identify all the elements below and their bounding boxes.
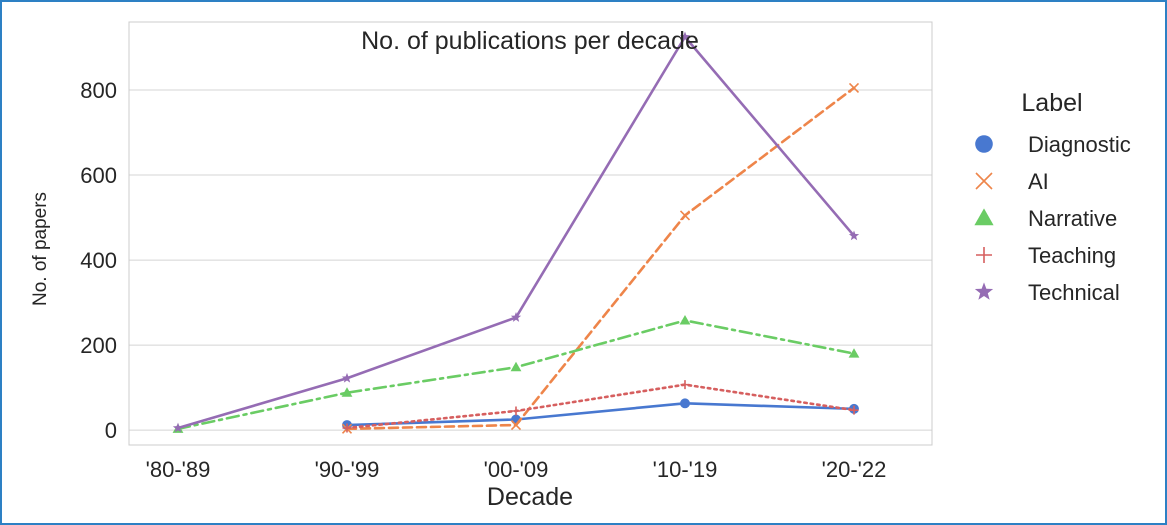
data-point — [848, 348, 860, 358]
legend-marker — [974, 208, 994, 226]
series-line — [345, 402, 856, 427]
data-point — [341, 387, 353, 397]
data-point — [510, 312, 522, 322]
legend-marker — [976, 247, 992, 263]
y-axis-label: No. of papers — [30, 192, 51, 306]
data-point — [679, 210, 691, 221]
legend-entry: AI — [1028, 169, 1049, 194]
y-tick-label: 0 — [105, 418, 117, 443]
data-point — [848, 230, 860, 241]
y-tick-label: 400 — [80, 248, 117, 273]
plot-area — [128, 21, 933, 446]
data-point — [848, 82, 860, 93]
x-tick-label: '10-'19 — [653, 457, 718, 482]
series-layer — [172, 31, 860, 434]
series-line — [345, 86, 856, 431]
y-tick-label: 200 — [80, 333, 117, 358]
legend-entry: Narrative — [1028, 206, 1117, 231]
legend-marker — [975, 135, 993, 153]
x-axis-label: Decade — [487, 483, 573, 511]
data-point — [511, 406, 521, 416]
legend-marker — [975, 172, 993, 190]
grid — [129, 89, 932, 431]
series-teaching — [342, 380, 859, 433]
data-point — [342, 423, 352, 433]
data-point — [510, 361, 522, 372]
data-point — [680, 380, 690, 390]
data-point — [679, 315, 691, 325]
x-tick-label: '00-'09 — [484, 457, 549, 482]
data-point — [172, 422, 184, 433]
data-point — [849, 405, 859, 415]
y-tick-label: 800 — [80, 78, 117, 103]
x-tick-labels: '80-'89 '90-'99 '00-'09 '10-'19 '20-'22 — [146, 457, 887, 482]
data-point — [510, 419, 522, 431]
chart-title: No. of publications per decade — [361, 27, 699, 55]
series-line — [345, 383, 856, 430]
x-tick-label: '20-'22 — [822, 457, 887, 482]
series-technical — [172, 31, 860, 433]
data-point — [680, 398, 690, 409]
x-tick-label: '80-'89 — [146, 457, 211, 482]
y-tick-labels: 0 200 400 600 800 — [80, 78, 117, 443]
legend-entry: Technical — [1028, 280, 1120, 305]
series-diagnostic — [342, 398, 859, 430]
x-tick-label: '90-'99 — [315, 457, 380, 482]
y-tick-label: 600 — [80, 163, 117, 188]
legend: Label Diagnostic AI Narrative Teaching Techn… — [974, 89, 1131, 305]
legend-title: Label — [1021, 89, 1082, 117]
legend-entry: Teaching — [1028, 243, 1116, 268]
data-point — [341, 372, 353, 383]
series-ai — [341, 82, 860, 434]
data-point — [679, 31, 691, 42]
legend-marker — [974, 282, 994, 300]
legend-entry: Diagnostic — [1028, 132, 1131, 157]
